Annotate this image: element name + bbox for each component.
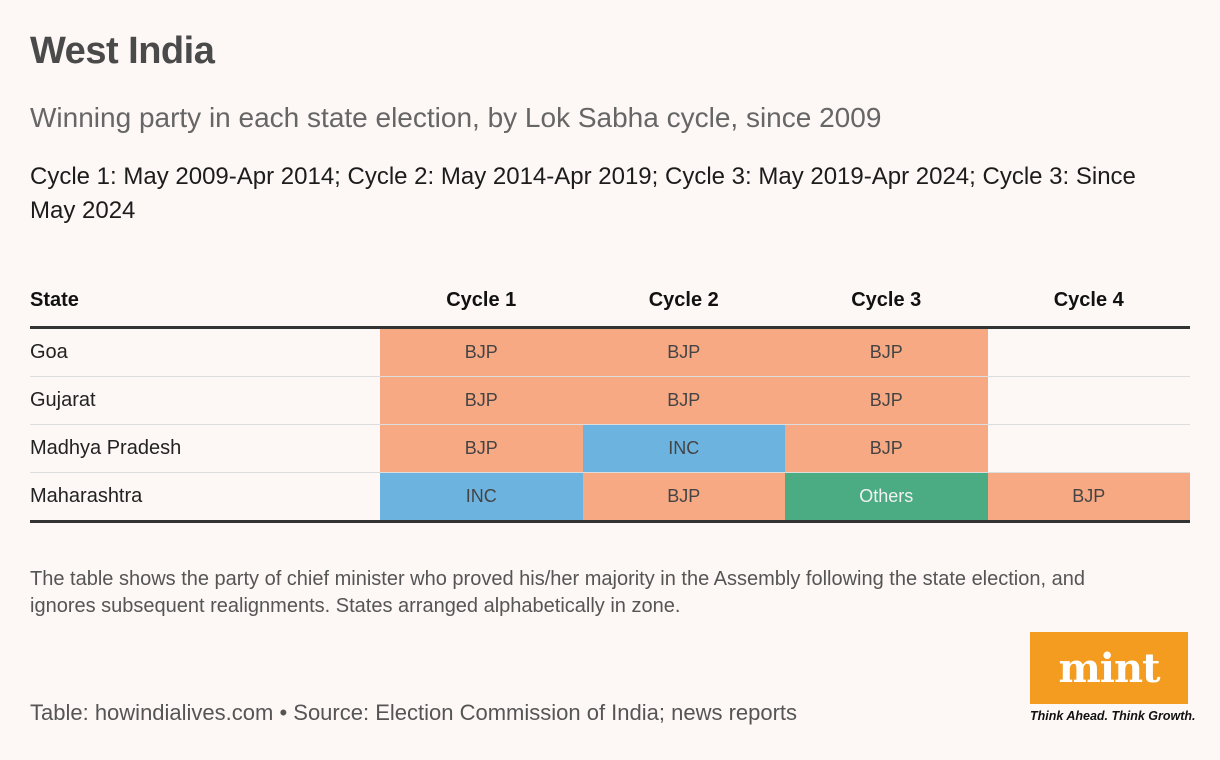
party-cell-cycle-2: BJP [582,472,785,523]
source-line: Table: howindialives.com • Source: Elect… [30,700,798,725]
table-row: Maharashtra INC BJP Others BJP [30,472,1190,523]
party-cell-cycle-4: BJP [987,472,1190,523]
state-cell: Maharashtra [30,472,380,523]
cycle-definitions: Cycle 1: May 2009-Apr 2014; Cycle 2: May… [30,163,1136,224]
party-cell-cycle-2: BJP [582,376,785,425]
party-cell-cycle-3: BJP [785,327,988,377]
column-header-cycle-1: Cycle 1 [380,274,583,329]
column-header-cycle-4: Cycle 4 [987,274,1190,329]
party-cell-cycle-4 [987,376,1190,425]
state-cell: Gujarat [30,376,380,425]
table-body: Goa BJP BJP BJP Gujarat BJP BJP BJP Madhya Prade… [30,327,1190,523]
table-header-row: State Cycle 1 Cycle 2 Cycle 3 Cycle 4 [30,274,1190,329]
party-cell-cycle-2: INC [582,424,785,473]
party-cell-cycle-1: INC [380,472,583,523]
state-cell: Goa [30,327,380,377]
logo-tagline: Think Ahead. Think Growth. [1030,709,1196,723]
party-cell-cycle-4 [987,424,1190,473]
party-cell-cycle-3: Others [785,472,988,523]
logo-wordmark: mint [1058,644,1160,692]
column-header-state: State [30,274,380,329]
party-cell-cycle-1: BJP [380,327,583,377]
party-cell-cycle-3: BJP [785,424,988,473]
chart-title: West India [30,30,215,72]
party-cell-cycle-4 [987,327,1190,377]
party-cell-cycle-1: BJP [380,424,583,473]
state-cell: Madhya Pradesh [30,424,380,473]
footnote: The table shows the party of chief minis… [30,568,1085,617]
table-row: Goa BJP BJP BJP [30,327,1190,377]
party-cell-cycle-2: BJP [582,327,785,377]
party-cell-cycle-3: BJP [785,376,988,425]
table-row: Gujarat BJP BJP BJP [30,376,1190,425]
election-table: State Cycle 1 Cycle 2 Cycle 3 Cycle 4 Go… [30,274,1190,523]
column-header-cycle-2: Cycle 2 [582,274,785,329]
column-header-cycle-3: Cycle 3 [785,274,988,329]
mint-logo: mint [1030,632,1188,704]
chart-subtitle: Winning party in each state election, by… [30,102,882,133]
table-row: Madhya Pradesh BJP INC BJP [30,424,1190,473]
party-cell-cycle-1: BJP [380,376,583,425]
